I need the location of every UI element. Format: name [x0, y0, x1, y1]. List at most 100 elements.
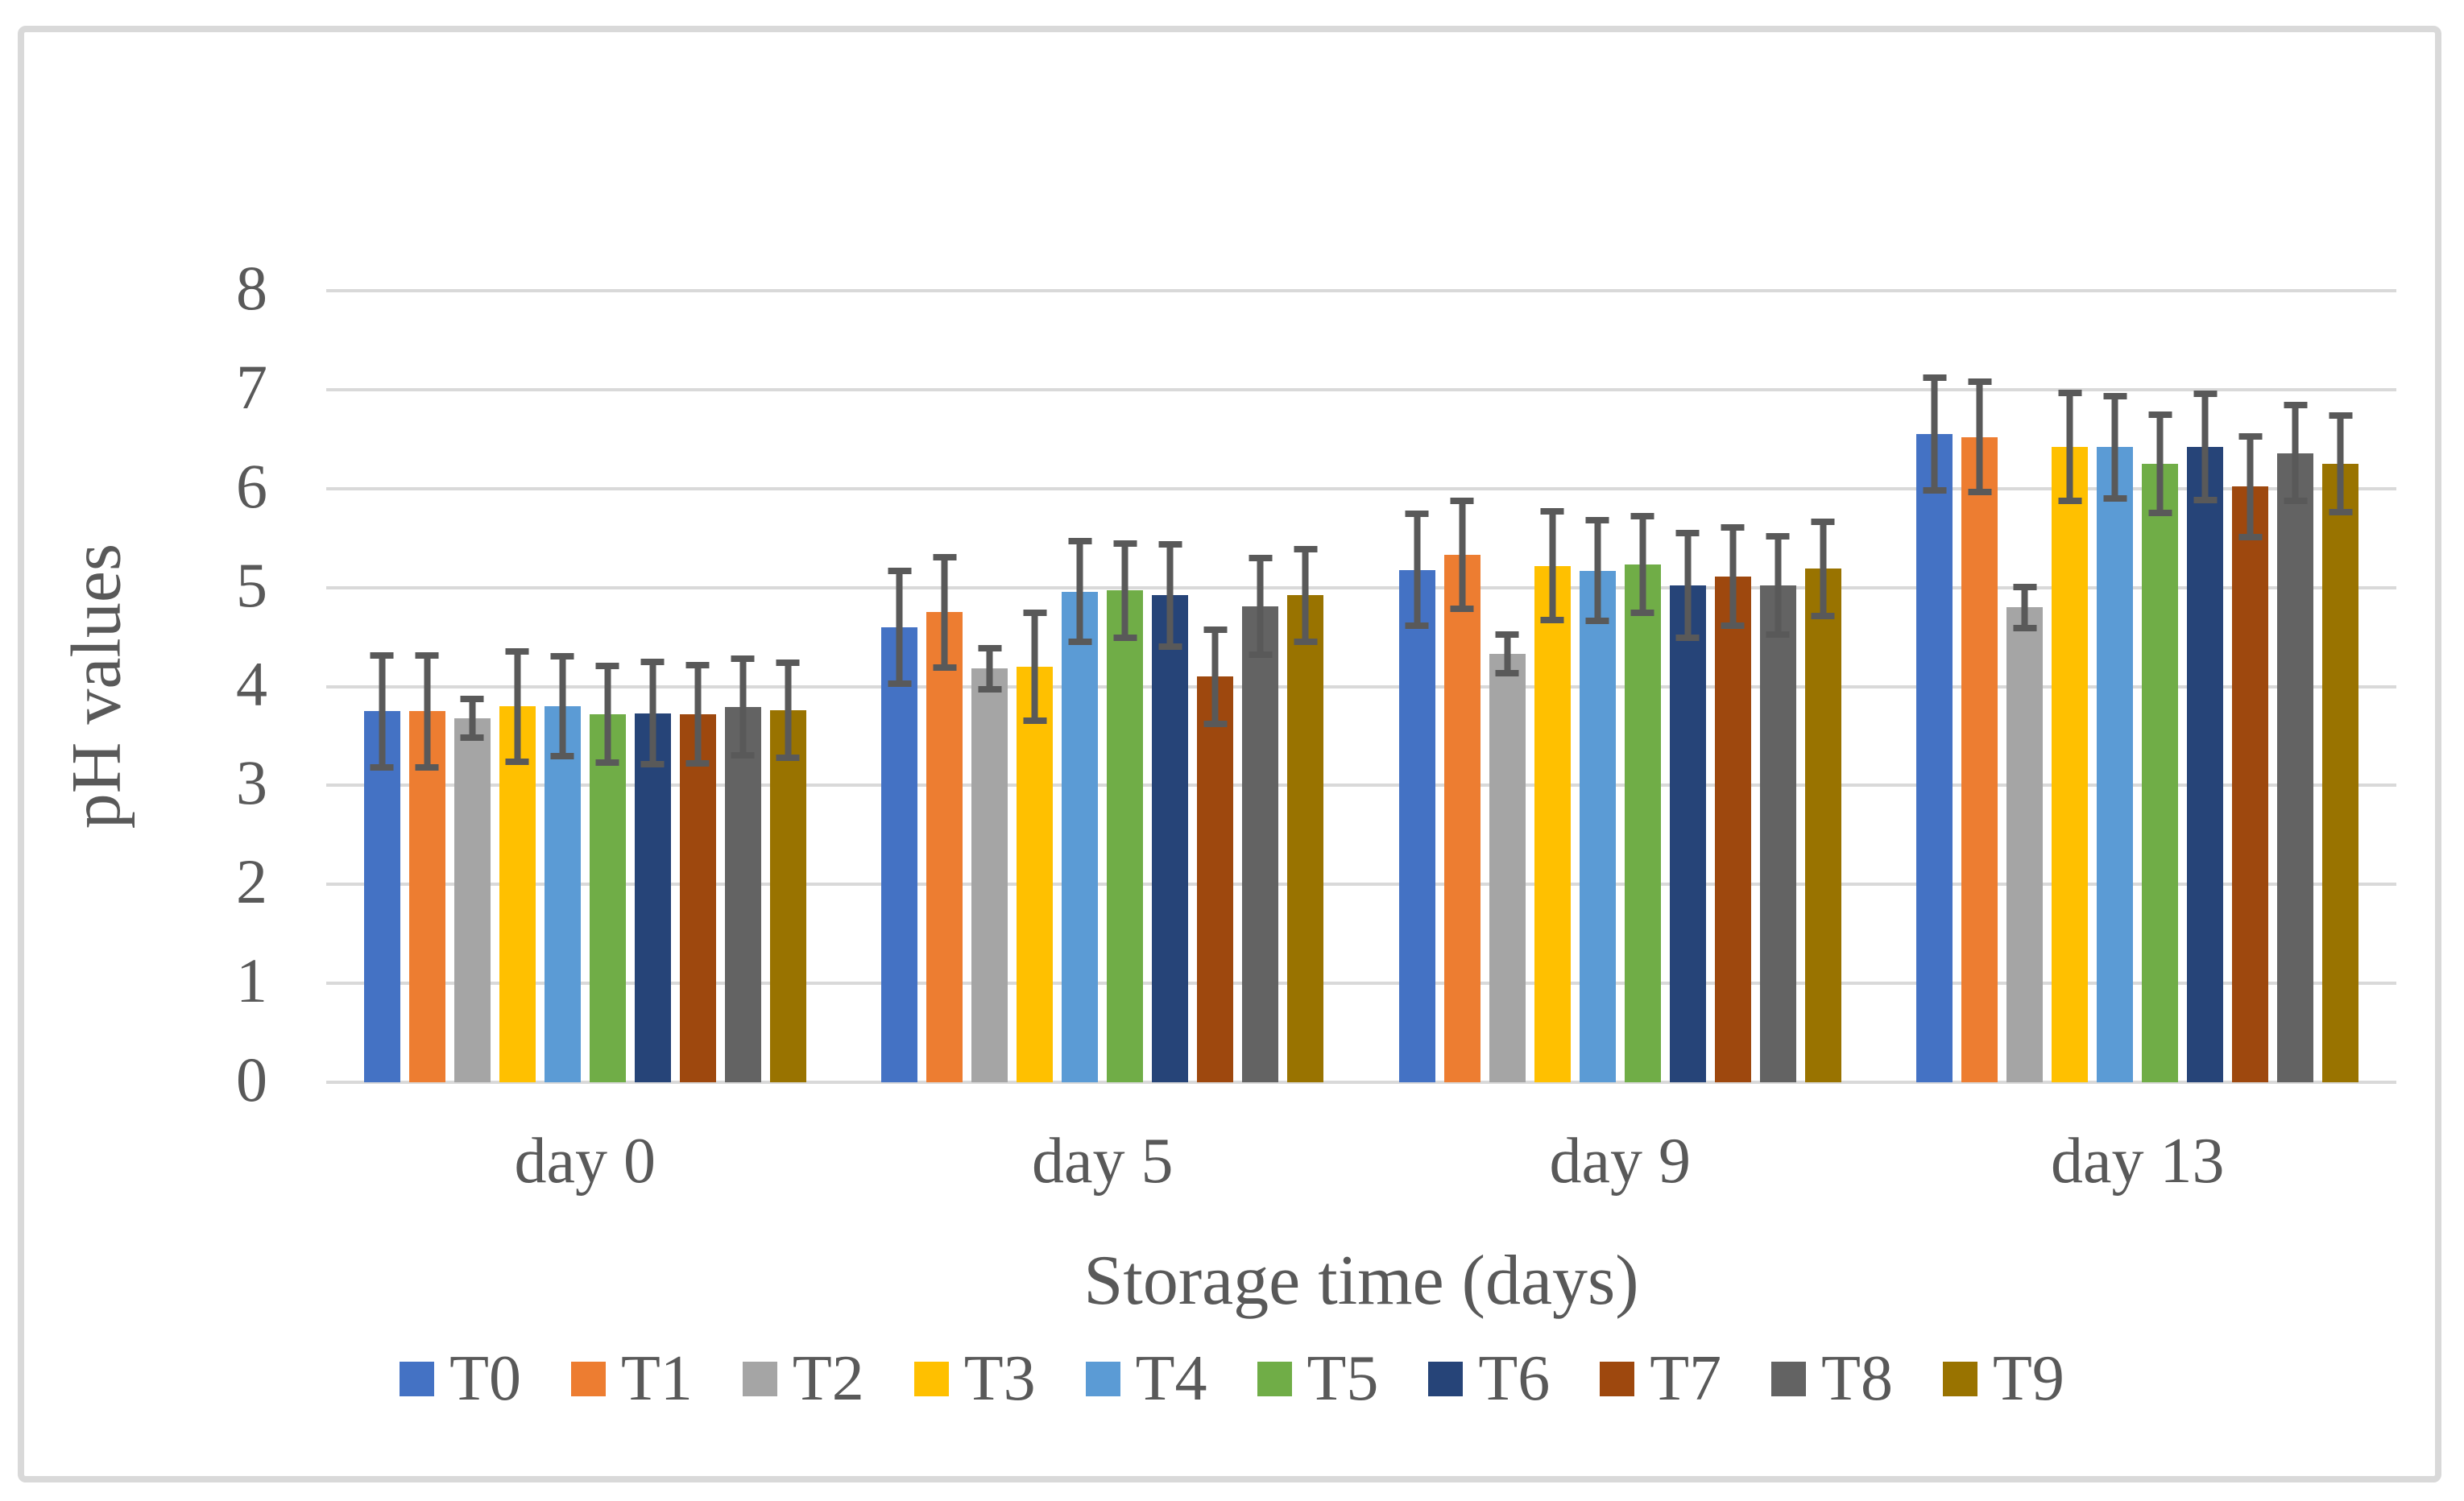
bar-T4-day-5 [1062, 591, 1099, 1082]
bar-slot-T0-day-9 [1398, 291, 1435, 1082]
error-bar-line [1549, 508, 1556, 623]
bar-T6-day-0 [634, 713, 671, 1082]
error-bar-line [1257, 555, 1264, 658]
bar-T8-day-13 [2277, 453, 2314, 1082]
error-bar-line [986, 644, 993, 693]
bar-T0-day-0 [363, 711, 400, 1082]
error-bar-T5-day-5 [1113, 540, 1137, 641]
error-bar-line [559, 652, 566, 760]
error-bar-cap [1968, 489, 1992, 496]
error-bar-T7-day-5 [1203, 626, 1228, 727]
error-bar-T5-day-0 [595, 663, 619, 766]
bar-slot-T5-day-13 [2142, 291, 2179, 1082]
error-bar-line [379, 651, 386, 771]
legend-item-T7: T7 [1600, 1346, 1721, 1411]
error-bar-cap [1294, 638, 1318, 645]
legend-label-T9: T9 [1993, 1343, 2064, 1414]
bar-slot-T2-day-0 [453, 291, 491, 1082]
bar-T2-day-9 [1489, 653, 1526, 1082]
error-bar-line [469, 695, 476, 742]
error-bar-cap [2238, 533, 2263, 540]
error-bar-line [1211, 626, 1219, 727]
bar-slot-T1-day-13 [1961, 291, 1998, 1082]
bar-T0-day-5 [881, 626, 918, 1082]
bar-slot-T9-day-5 [1287, 291, 1324, 1082]
legend-swatch-T9 [1943, 1361, 1977, 1396]
error-bar-line [2156, 411, 2164, 517]
error-bar-cap [460, 734, 484, 742]
error-bar-T2-day-5 [978, 644, 1002, 693]
bar-T9-day-9 [1804, 569, 1841, 1082]
error-bar-T8-day-5 [1249, 555, 1273, 658]
error-bar-line [2066, 389, 2073, 505]
y-tick-label-5: 5 [236, 549, 267, 620]
y-tick-label-8: 8 [236, 252, 267, 323]
bar-slot-T6-day-9 [1669, 291, 1706, 1082]
bar-slot-T2-day-5 [971, 291, 1008, 1082]
bar-slot-T4-day-0 [544, 291, 581, 1082]
error-bar-cap [1023, 717, 1047, 725]
error-bar-cap [1495, 670, 1519, 677]
legend-label-T4: T4 [1135, 1343, 1207, 1414]
error-bar-T9-day-13 [2329, 412, 2353, 515]
bar-slot-T9-day-13 [2322, 291, 2359, 1082]
error-bar-T2-day-0 [460, 695, 484, 742]
bar-T4-day-13 [2097, 447, 2134, 1082]
error-bar-cap [2193, 497, 2218, 504]
legend-swatch-T5 [1257, 1361, 1292, 1396]
error-bar-T6-day-0 [640, 659, 665, 768]
bar-slot-T3-day-9 [1534, 291, 1571, 1082]
gridline-4 [326, 684, 2396, 688]
error-bar-line [604, 663, 611, 766]
bar-T8-day-0 [724, 707, 761, 1082]
bar-T7-day-5 [1197, 676, 1234, 1082]
legend-item-T1: T1 [571, 1346, 693, 1411]
error-bar-line [1504, 631, 1511, 677]
bar-T5-day-9 [1624, 564, 1661, 1082]
bar-T2-day-5 [971, 668, 1008, 1082]
legend-item-T5: T5 [1257, 1346, 1378, 1411]
bar-T7-day-13 [2232, 486, 2269, 1082]
error-bar-cap [2013, 624, 2037, 631]
error-bar-T0-day-9 [1405, 510, 1429, 630]
error-bar-T3-day-5 [1023, 609, 1047, 725]
bar-slot-T1-day-5 [926, 291, 963, 1082]
legend-swatch-T2 [742, 1361, 777, 1396]
bar-T1-day-13 [1961, 436, 1998, 1082]
bar-T5-day-13 [2142, 464, 2179, 1082]
bar-group-day-13 [1879, 291, 2397, 1082]
x-category-label-day-5: day 5 [1031, 1126, 1174, 1197]
legend-label-T3: T3 [963, 1343, 1036, 1414]
bar-group-day-5 [844, 291, 1362, 1082]
bar-slot-T8-day-5 [1242, 291, 1279, 1082]
bar-T4-day-9 [1579, 570, 1616, 1082]
error-bar-T5-day-9 [1630, 513, 1654, 617]
error-bar-T2-day-13 [2013, 583, 2037, 631]
bar-group-day-9 [1361, 291, 1879, 1082]
bar-T3-day-5 [1017, 666, 1054, 1082]
error-bar-cap [1540, 616, 1564, 623]
bar-T9-day-13 [2322, 464, 2359, 1082]
bar-T1-day-5 [926, 612, 963, 1082]
bar-slot-T4-day-5 [1062, 291, 1099, 1082]
error-bar-T7-day-0 [685, 661, 710, 767]
error-bar-cap [978, 685, 1002, 693]
legend-swatch-T0 [400, 1361, 435, 1396]
error-bar-cap [2058, 498, 2082, 505]
legend-item-T9: T9 [1943, 1346, 2064, 1411]
error-bar-line [2111, 392, 2118, 502]
error-bar-line [2021, 583, 2028, 631]
gridline-2 [326, 883, 2396, 887]
error-bar-T0-day-0 [370, 651, 394, 771]
y-axis-tick-labels: 0 1 2 3 4 5 6 7 8 [0, 0, 290, 1501]
error-bar-line [649, 659, 656, 768]
bar-slot-T6-day-13 [2187, 291, 2224, 1082]
figure-border [18, 26, 2441, 1482]
legend-swatch-T4 [1085, 1361, 1120, 1396]
legend-swatch-T8 [1771, 1361, 1807, 1396]
y-tick-label-6: 6 [236, 450, 267, 521]
error-bar-cap [1113, 634, 1137, 641]
error-bar-cap [1249, 651, 1273, 658]
error-bar-cap [1811, 612, 1835, 619]
bar-slot-T2-day-13 [2006, 291, 2044, 1082]
